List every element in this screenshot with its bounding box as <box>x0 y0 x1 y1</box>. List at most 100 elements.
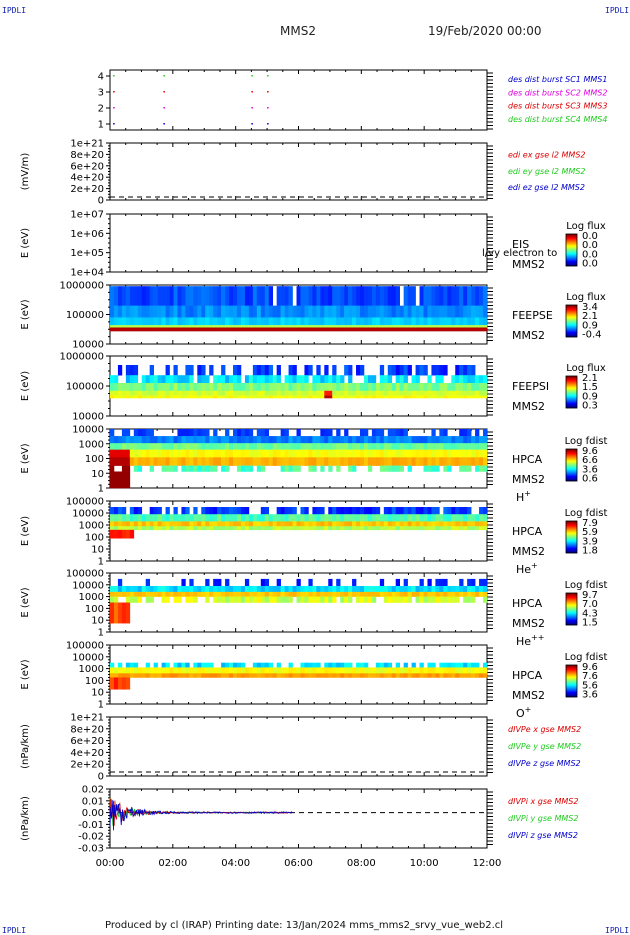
feepse-cell <box>113 317 119 326</box>
hpca-hepp-cell <box>233 585 238 593</box>
divpe-frame <box>109 716 488 777</box>
hpca-o-cell <box>177 673 182 678</box>
feepsi-cell <box>189 395 194 399</box>
hpca-h-cell <box>435 457 440 466</box>
hpca-h-cell <box>248 449 254 458</box>
hpca-he-cell <box>272 521 277 527</box>
feepsi-cell <box>296 383 301 392</box>
hpca-hepp-cell <box>221 591 226 597</box>
hpca-hepp-colorbar-cell <box>566 605 577 607</box>
feepsi-cell <box>352 383 357 392</box>
hpca-h-cell <box>375 429 381 437</box>
hpca-o-colorbar-cell <box>566 685 577 687</box>
feepse-cell <box>328 305 333 318</box>
feepse-cell <box>129 286 135 306</box>
feepse-cell <box>356 286 361 306</box>
hpca-h-cell <box>371 457 377 466</box>
feepse-cell <box>110 317 115 326</box>
hpca-hepp-cell <box>407 591 412 597</box>
hpca-hepp-colorbar-cell <box>566 597 577 599</box>
feepse-cell <box>205 305 210 318</box>
feepse-cell <box>213 305 218 318</box>
hpca-h-cell <box>419 443 424 450</box>
hpca-he-cell <box>328 526 333 531</box>
hpca-he-cell <box>209 507 214 515</box>
hpca-he-cell <box>435 521 440 527</box>
hpca-he-cell <box>383 526 389 531</box>
feepse-cell <box>173 317 178 326</box>
feepsi-cell <box>475 390 480 396</box>
hpca-hepp-cell <box>383 585 389 593</box>
feepse-cell <box>117 305 123 318</box>
hpca-h-cell <box>387 457 393 466</box>
hpca-he-cell <box>225 526 230 531</box>
hpca-hepp-cell <box>332 585 337 593</box>
feepsi-colorbar-cell <box>566 376 577 378</box>
hpca-o-colorbar-cell <box>566 681 577 683</box>
feepsi-cell <box>312 390 317 396</box>
feepsi-cell <box>348 395 353 399</box>
hpca-o-cell <box>431 673 436 678</box>
hpca-he-cell <box>157 526 162 531</box>
feepse-cell <box>435 327 440 332</box>
feepse-cell <box>344 317 349 326</box>
feepsi-cell <box>312 395 317 399</box>
feepse-cell <box>133 286 139 306</box>
hpca-he-cell <box>205 514 210 522</box>
feepse-cell <box>352 327 357 332</box>
hpca-h-cell <box>483 457 488 466</box>
hpca-h-cell <box>340 449 345 458</box>
eis-colorbar-cell <box>566 241 577 243</box>
hpca-hepp-colorbar-cell <box>566 602 577 604</box>
feepsi-cell <box>205 383 210 392</box>
feepsi-cell <box>296 375 301 384</box>
hpca-he-cell <box>244 514 250 522</box>
hpca-h-cell <box>439 429 444 437</box>
hpca-he-cell <box>157 521 162 527</box>
hpca-hepp-cell <box>197 591 202 597</box>
hpca-o-cell <box>300 673 305 678</box>
feepse-cell <box>348 317 353 326</box>
hpca-he-cell <box>201 521 206 527</box>
feepse-cell <box>459 325 464 328</box>
feepsi-cell <box>387 390 393 396</box>
hpca-o-cell <box>435 667 440 674</box>
feepsi-cell <box>320 375 325 384</box>
hpca-o-cell <box>113 677 119 690</box>
hpca-h-cell <box>141 436 147 444</box>
feepsi-cell <box>284 383 289 392</box>
feepse-colorbar-cell <box>566 312 577 314</box>
hpca-h-cell <box>479 436 484 444</box>
hpca-hepp-cell <box>248 585 254 593</box>
feepsi-cell <box>240 390 246 396</box>
hpca-h-cell <box>296 436 301 444</box>
feepse-cell <box>451 317 456 326</box>
hpca-hepp-cell <box>117 578 123 587</box>
hpca-he-cell <box>395 526 400 531</box>
feepse-cell <box>431 317 436 326</box>
feepse-cell <box>240 317 246 326</box>
feepsi-cell <box>129 365 135 376</box>
feepsi-cell <box>483 383 488 392</box>
burst-ytick-label: 1 <box>98 120 104 131</box>
feepse-cell <box>439 286 444 306</box>
hpca-o-cell <box>411 662 416 668</box>
hpca-h-cell <box>133 436 139 444</box>
hpca-h-cell <box>395 457 400 466</box>
hpca-o-cell <box>165 667 170 674</box>
feepse-cell <box>403 325 408 328</box>
hpca-h-cell <box>233 436 238 444</box>
hpca-o-cell <box>193 662 198 668</box>
hpca-hepp-colorbar-cell <box>566 612 577 614</box>
hpca-o-cell <box>181 667 186 674</box>
hpca-hepp-cell <box>367 585 373 593</box>
hpca-he-cell <box>471 526 476 531</box>
hpca-hepp-cell <box>387 591 393 597</box>
hpca-hepp-cell <box>415 596 420 603</box>
hpca-hepp-cell <box>367 596 373 603</box>
hpca-h-colorbar-cell <box>566 479 577 481</box>
hpca-o-cell <box>451 662 456 668</box>
hpca-hepp-cell <box>312 585 317 593</box>
hpca-o-cell <box>391 673 397 678</box>
feepsi-cell <box>177 383 182 392</box>
